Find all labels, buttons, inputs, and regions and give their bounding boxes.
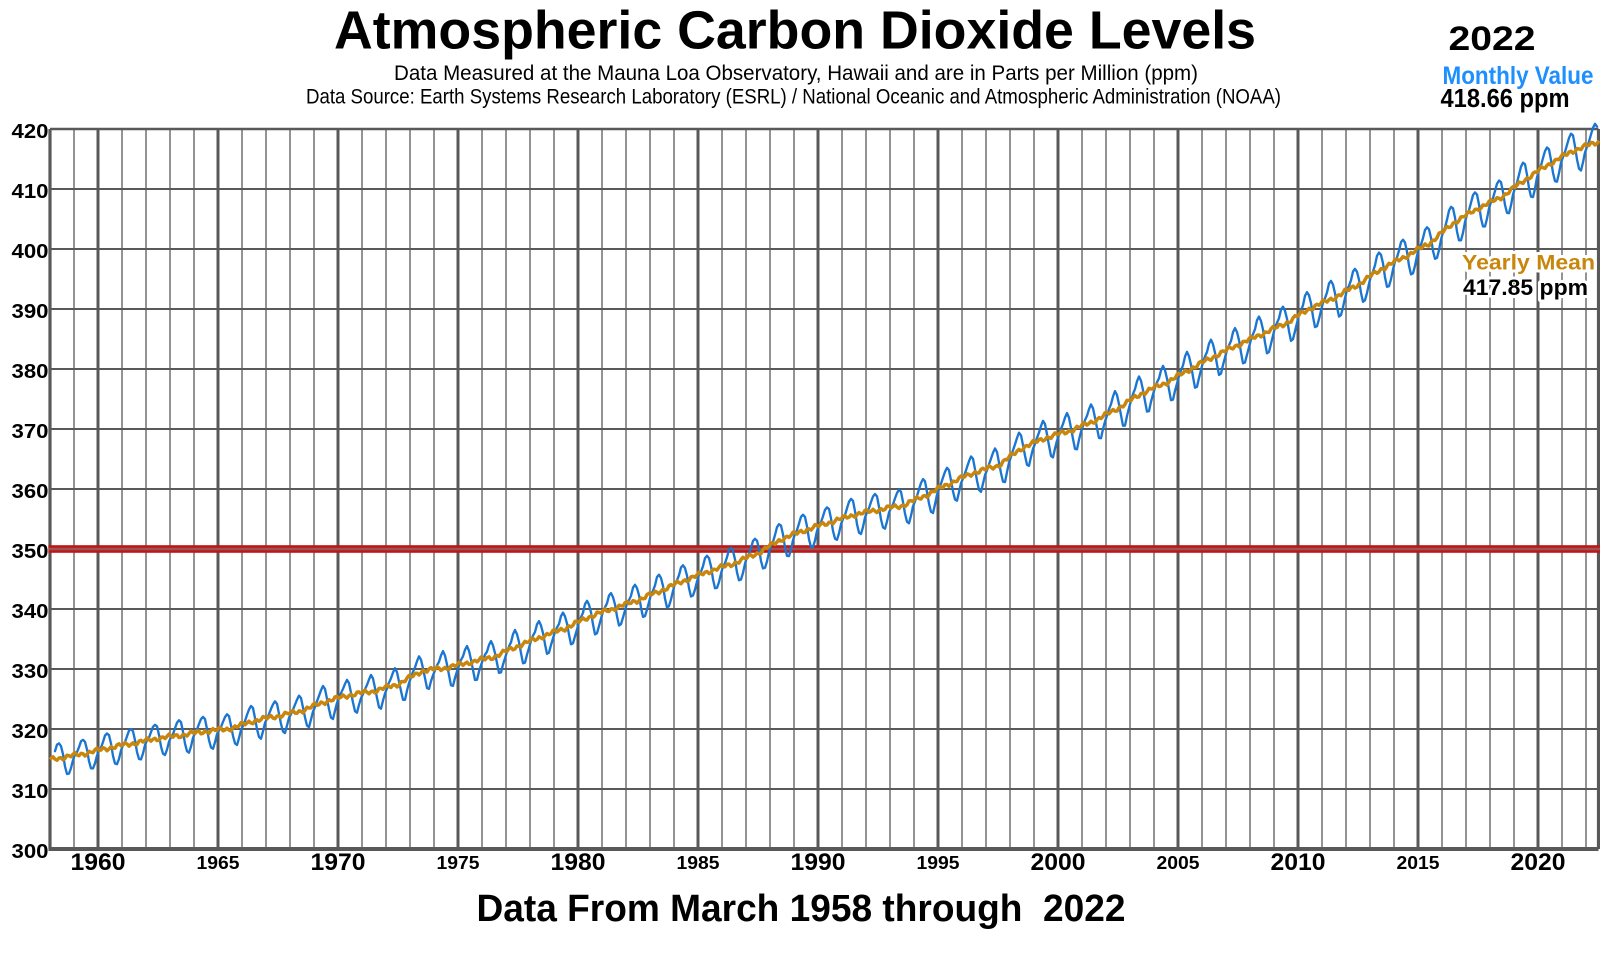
svg-text:Data Source: Earth Systems Res: Data Source: Earth Systems Research Labo… bbox=[306, 86, 1281, 109]
svg-text:390: 390 bbox=[12, 301, 49, 323]
svg-text:Yearly Mean: Yearly Mean bbox=[1462, 251, 1595, 275]
svg-text:360: 360 bbox=[12, 481, 49, 503]
svg-text:340: 340 bbox=[12, 601, 49, 623]
svg-text:Atmospheric Carbon Dioxide Lev: Atmospheric Carbon Dioxide Levels bbox=[334, 1, 1256, 61]
svg-text:350: 350 bbox=[12, 541, 49, 563]
svg-text:420: 420 bbox=[12, 121, 49, 143]
svg-text:1985: 1985 bbox=[677, 852, 720, 873]
svg-text:2020: 2020 bbox=[1511, 849, 1566, 876]
svg-text:1970: 1970 bbox=[311, 849, 366, 876]
svg-text:410: 410 bbox=[12, 181, 49, 203]
svg-text:1975: 1975 bbox=[437, 852, 480, 873]
svg-text:2010: 2010 bbox=[1271, 849, 1326, 876]
svg-text:330: 330 bbox=[12, 661, 49, 683]
svg-text:380: 380 bbox=[12, 361, 49, 383]
svg-text:1995: 1995 bbox=[917, 852, 960, 873]
svg-text:1990: 1990 bbox=[791, 849, 846, 876]
svg-text:2005: 2005 bbox=[1157, 852, 1200, 873]
svg-text:300: 300 bbox=[12, 841, 49, 863]
svg-text:2015: 2015 bbox=[1397, 852, 1440, 873]
svg-text:Data Measured at the Mauna Loa: Data Measured at the Mauna Loa Observato… bbox=[394, 61, 1198, 85]
svg-text:370: 370 bbox=[12, 421, 49, 443]
svg-text:310: 310 bbox=[12, 781, 49, 803]
svg-text:2022: 2022 bbox=[1449, 20, 1536, 58]
svg-text:Monthly Value: Monthly Value bbox=[1443, 62, 1594, 90]
svg-text:417.85 ppm: 417.85 ppm bbox=[1463, 275, 1588, 300]
svg-text:320: 320 bbox=[12, 721, 49, 743]
svg-text:1960: 1960 bbox=[71, 849, 126, 876]
svg-text:1980: 1980 bbox=[551, 849, 606, 876]
svg-text:Data From March 1958 through: Data From March 1958 through 2022 bbox=[477, 888, 1126, 930]
svg-text:1965: 1965 bbox=[197, 852, 240, 873]
svg-text:418.66 ppm: 418.66 ppm bbox=[1441, 85, 1570, 113]
svg-text:2000: 2000 bbox=[1031, 849, 1086, 876]
svg-text:400: 400 bbox=[12, 241, 49, 263]
